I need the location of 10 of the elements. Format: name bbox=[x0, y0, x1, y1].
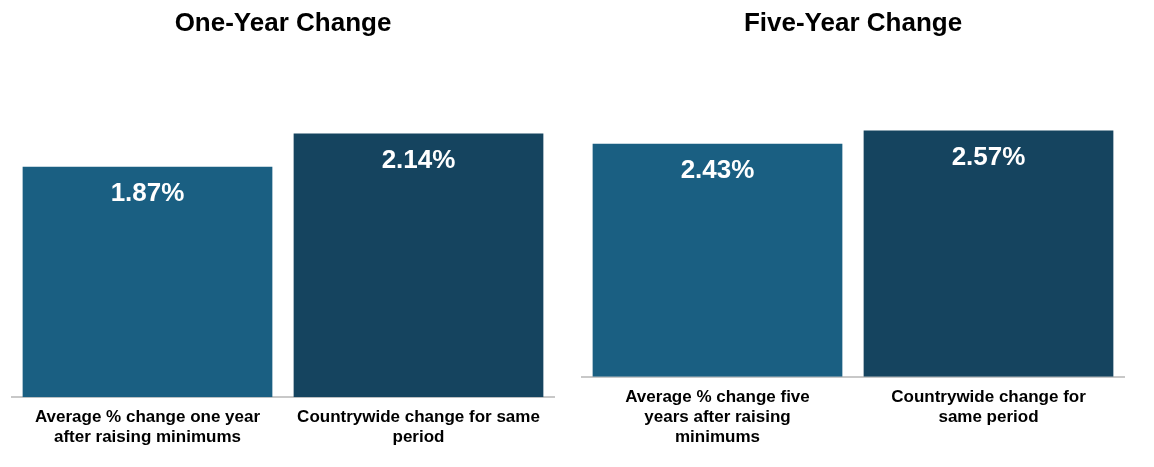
chart-title: One-Year Change bbox=[174, 6, 392, 37]
x-tick-label: Countrywide change for same period bbox=[891, 386, 1087, 427]
chart-title: Five-Year Change bbox=[743, 6, 963, 37]
x-tick-label: Countrywide change for same period bbox=[297, 407, 540, 447]
x-tick-label: Average % change five years after raising minimums bbox=[625, 386, 810, 447]
data-label: 2.14% bbox=[381, 143, 456, 174]
x-tick-label: Average % change one year after raising minimums bbox=[34, 407, 261, 447]
data-label: 2.57% bbox=[951, 140, 1026, 171]
data-label: 1.87% bbox=[110, 176, 185, 207]
data-label: 2.43% bbox=[680, 154, 755, 185]
